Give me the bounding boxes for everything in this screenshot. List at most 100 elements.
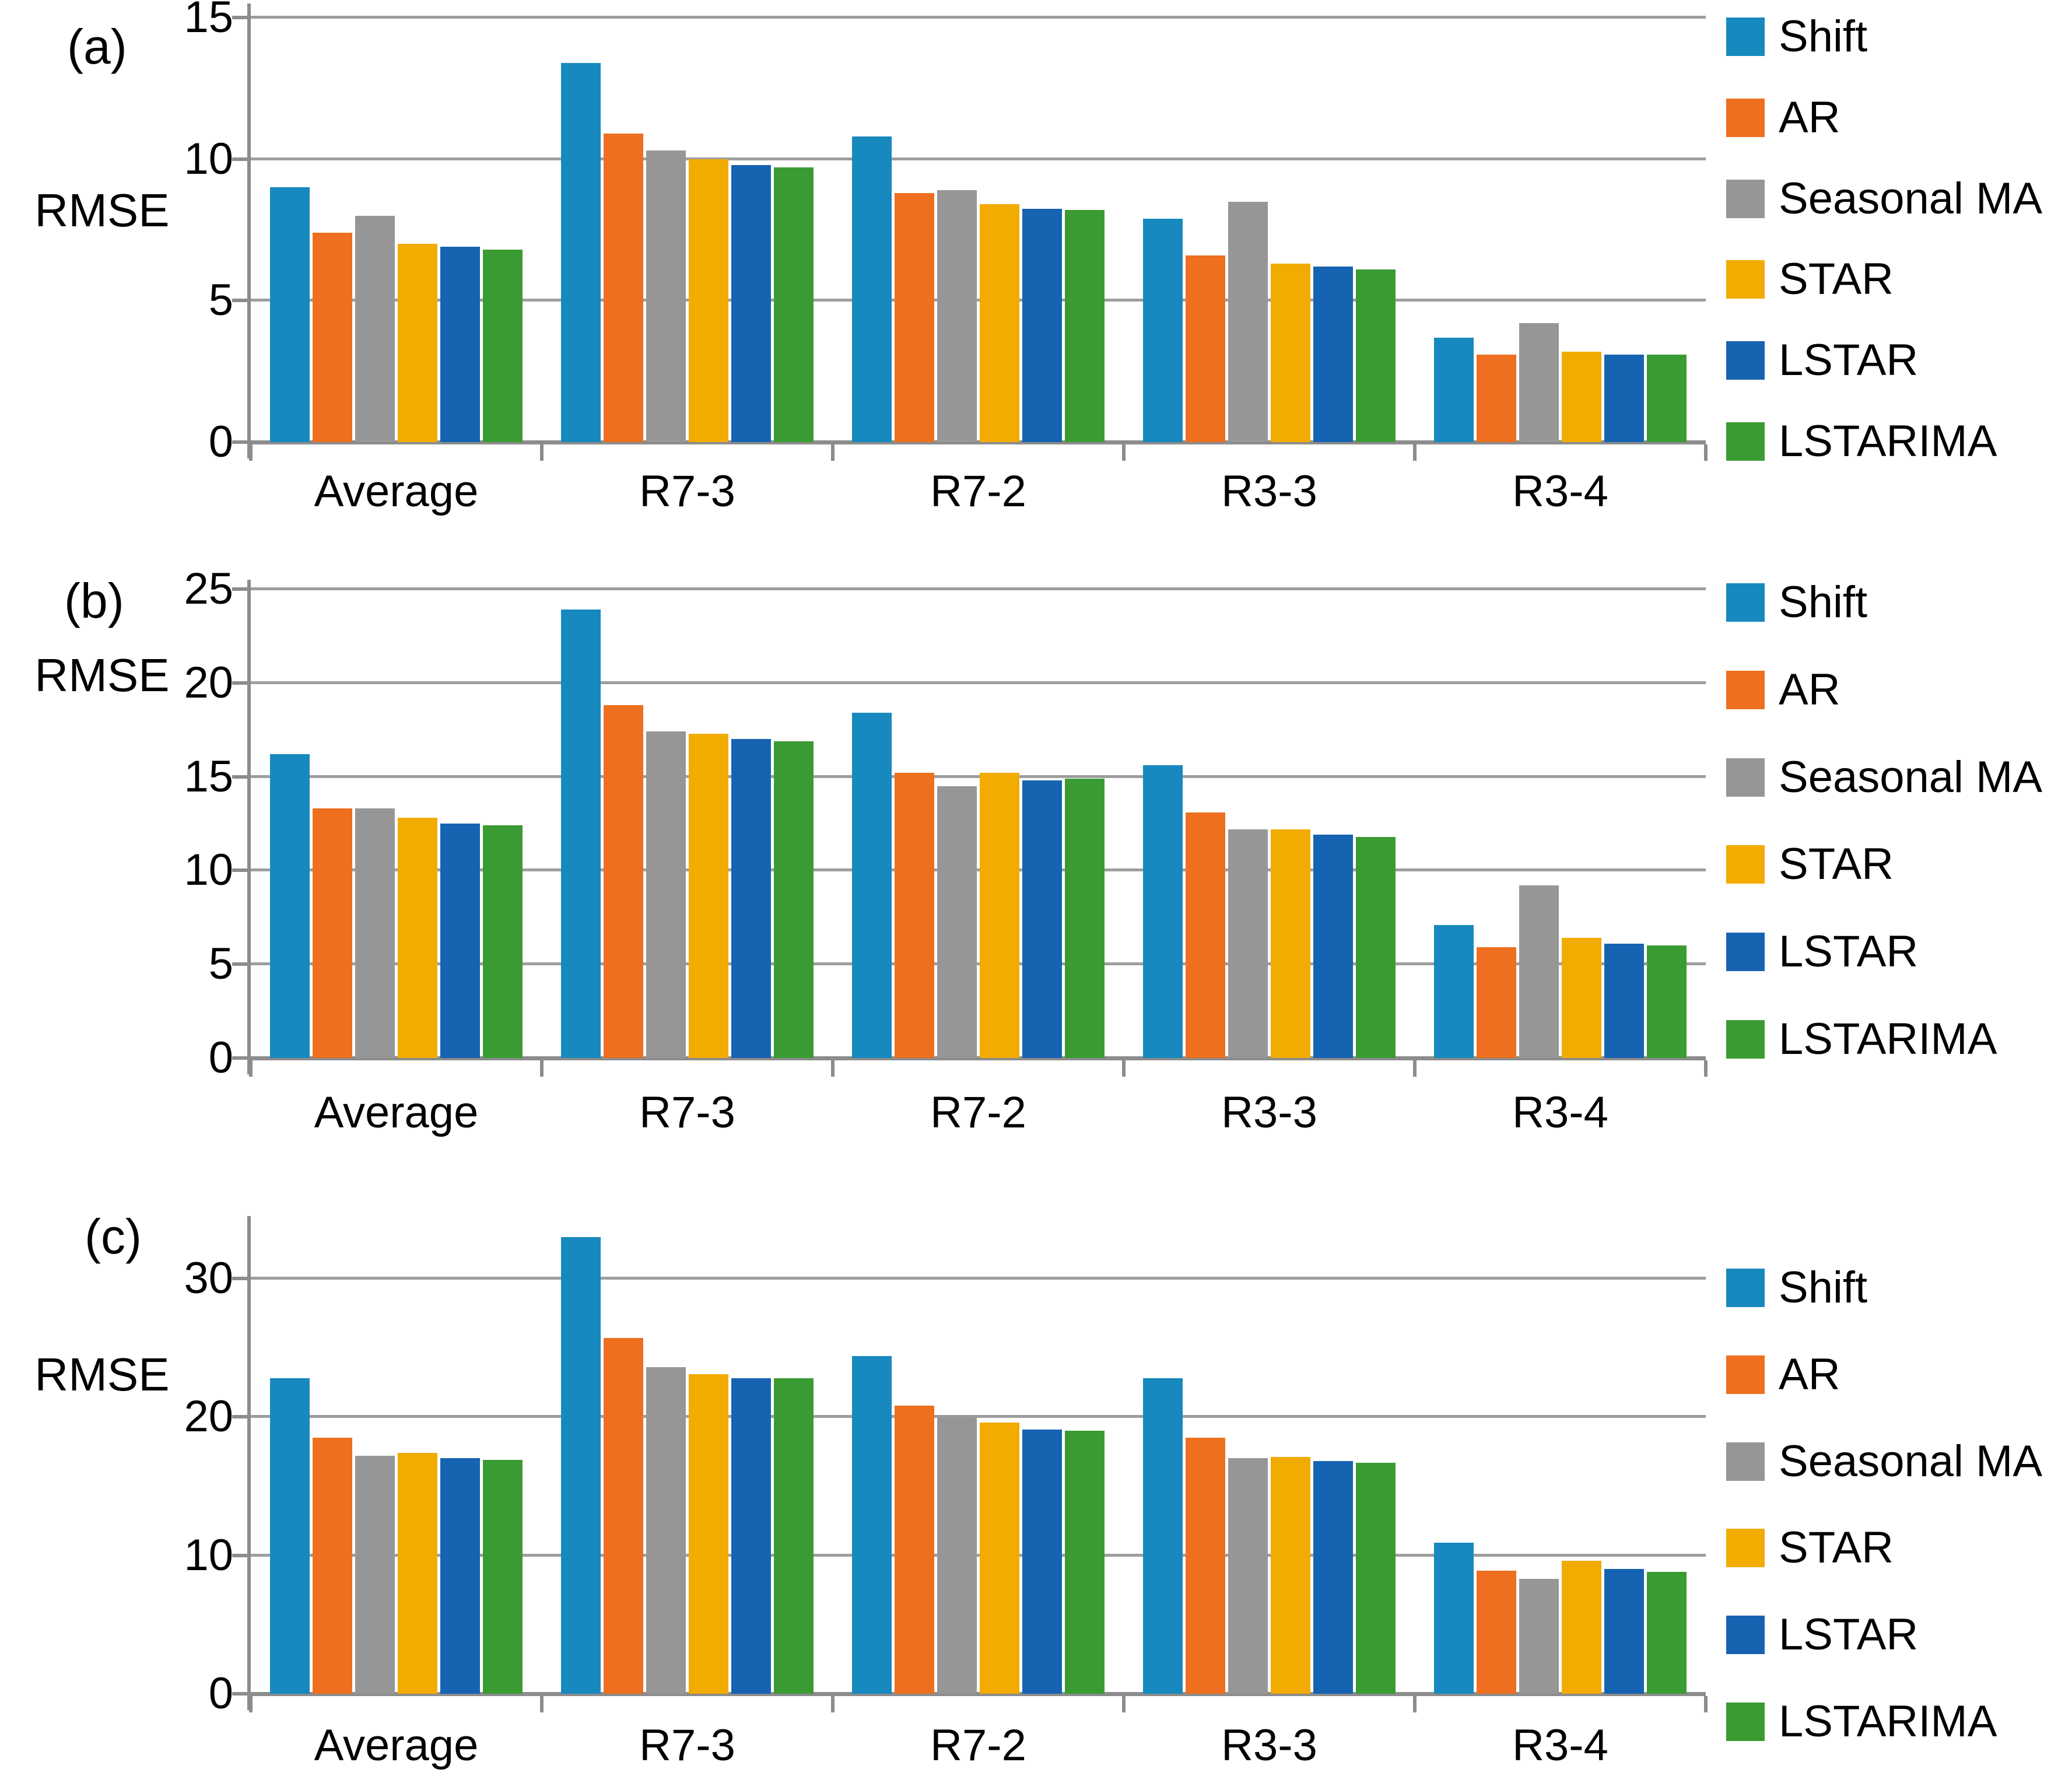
- bar-group-r3-4: [1415, 1216, 1706, 1694]
- y-tickmark-20: [232, 1415, 247, 1419]
- y-tick-label-0: 0: [208, 417, 233, 467]
- bar-lstarima-r7-3: [774, 167, 814, 442]
- bar-lstarima-r7-3: [774, 741, 814, 1058]
- bar-seasonal-ma-r3-4: [1519, 323, 1559, 442]
- legend-label-lstar: LSTAR: [1779, 1610, 1919, 1660]
- x-axis-line: [247, 1692, 1706, 1696]
- x-category-label-r3-4: R3-4: [1512, 467, 1608, 516]
- legend-swatch-star: [1726, 845, 1765, 884]
- bar-shift-average: [270, 187, 310, 442]
- bar-shift-average: [270, 1378, 310, 1694]
- x-tickmark-1: [540, 444, 544, 461]
- bar-seasonal-ma-r3-4: [1519, 1578, 1559, 1694]
- y-tick-label-5: 5: [208, 939, 233, 989]
- bar-lstarima-r7-2: [1065, 778, 1105, 1058]
- bar-star-r7-2: [980, 204, 1019, 442]
- legend-swatch-ar: [1726, 98, 1765, 137]
- panel-a-y-axis-title: RMSE: [34, 184, 170, 236]
- legend-item-seasonal-ma: Seasonal MA: [1726, 1437, 2070, 1487]
- bar-ar-r3-3: [1186, 255, 1225, 442]
- legend-swatch-shift: [1726, 17, 1765, 56]
- panel-b-legend: Shift AR Seasonal MA STAR LSTAR LSTARIMA: [1726, 577, 2070, 1064]
- gridline-y-15: [251, 775, 1706, 778]
- y-axis-line: [247, 3, 251, 458]
- bar-star-r7-2: [980, 773, 1019, 1058]
- y-tick-label-15: 15: [184, 751, 233, 801]
- bar-shift-r7-3: [561, 62, 601, 442]
- panel-b-y-axis-title: RMSE: [34, 649, 170, 701]
- x-category-label-average: Average: [314, 1088, 479, 1137]
- bar-lstar-r7-3: [731, 739, 771, 1058]
- panel-c: (c) RMSE Average R7-3 R7-2 R3-3 R3-4 Shift AR…: [0, 1155, 2072, 1790]
- y-tick-label-20: 20: [184, 1392, 233, 1442]
- bar-seasonal-ma-average: [355, 808, 395, 1058]
- bar-lstarima-average: [483, 1459, 523, 1694]
- x-category-label-r7-3: R7-3: [639, 1721, 735, 1770]
- bar-lstarima-average: [483, 825, 523, 1058]
- x-tickmark-5: [1704, 1060, 1708, 1077]
- y-tick-label-5: 5: [208, 275, 233, 325]
- bar-group-r3-4: [1415, 3, 1706, 442]
- legend-swatch-ar: [1726, 1355, 1765, 1394]
- legend-swatch-shift: [1726, 1269, 1765, 1307]
- gridline-y-25: [251, 587, 1706, 591]
- bar-star-r3-3: [1271, 1457, 1310, 1694]
- gridline-y-5: [251, 962, 1706, 966]
- legend-swatch-lstarima: [1726, 1702, 1765, 1741]
- panel-c-label: (c): [85, 1209, 142, 1264]
- legend-swatch-lstarima: [1726, 1020, 1765, 1059]
- legend-label-lstarima: LSTARIMA: [1779, 416, 1997, 466]
- x-category-label-r3-4: R3-4: [1512, 1721, 1608, 1770]
- y-tickmark-0: [232, 440, 247, 444]
- legend-item-seasonal-ma: Seasonal MA: [1726, 174, 2070, 224]
- legend-item-shift: Shift: [1726, 1263, 2070, 1313]
- legend-label-seasonal-ma: Seasonal MA: [1779, 173, 2043, 223]
- y-tickmark-15: [232, 16, 247, 20]
- bar-ar-r3-3: [1186, 812, 1225, 1058]
- legend-label-seasonal-ma: Seasonal MA: [1779, 752, 2043, 802]
- bar-lstarima-r3-4: [1647, 1572, 1687, 1694]
- bar-shift-r7-2: [852, 136, 892, 442]
- x-tickmark-3: [1122, 1060, 1126, 1077]
- panel-a-x-axis-labels: Average R7-3 R7-2 R3-3 R3-4: [251, 467, 1706, 517]
- bar-star-r3-3: [1271, 264, 1310, 442]
- y-tick-label-0: 0: [208, 1033, 233, 1083]
- panel-c-plot-area: [232, 1216, 1708, 1712]
- bar-seasonal-ma-r3-3: [1228, 1458, 1268, 1694]
- legend-label-star: STAR: [1779, 254, 1894, 304]
- legend-swatch-seasonal-ma: [1726, 179, 1765, 218]
- bar-star-average: [398, 1452, 437, 1694]
- x-category-label-r7-2: R7-2: [930, 1088, 1026, 1137]
- bar-lstar-r3-4: [1604, 1569, 1644, 1694]
- bar-star-r7-3: [689, 1374, 728, 1694]
- y-tickmark-25: [232, 587, 247, 591]
- x-tickmark-3: [1122, 444, 1126, 461]
- legend-item-lstarima: LSTARIMA: [1726, 1697, 2070, 1747]
- y-tickmark-5: [232, 299, 247, 303]
- bar-shift-r3-3: [1143, 765, 1183, 1058]
- bar-shift-r7-3: [561, 609, 601, 1058]
- bar-groups: [251, 3, 1706, 442]
- y-tickmark-10: [232, 157, 247, 161]
- y-tick-label-30: 30: [184, 1253, 233, 1303]
- bar-seasonal-ma-average: [355, 215, 395, 442]
- x-tickmark-1: [540, 1696, 544, 1712]
- bar-seasonal-ma-r7-3: [646, 1367, 686, 1694]
- panel-a-label: (a): [67, 19, 127, 74]
- x-category-label-r3-3: R3-3: [1221, 1721, 1317, 1770]
- bar-lstar-r3-3: [1313, 1461, 1353, 1694]
- x-tickmark-0: [249, 1060, 253, 1077]
- bar-shift-r7-2: [852, 713, 892, 1058]
- x-tickmark-0: [249, 444, 253, 461]
- bar-star-r7-3: [689, 159, 728, 442]
- bar-lstar-r7-2: [1022, 1429, 1062, 1694]
- bar-ar-r7-2: [895, 193, 934, 442]
- legend-swatch-shift: [1726, 583, 1765, 622]
- bar-shift-average: [270, 754, 310, 1058]
- panel-b-plot-area: [232, 580, 1708, 1077]
- y-axis-line: [247, 1216, 251, 1710]
- y-tick-label-10: 10: [184, 845, 233, 895]
- x-category-label-r3-3: R3-3: [1221, 1088, 1317, 1137]
- y-tickmark-0: [232, 1056, 247, 1060]
- y-tickmark-5: [232, 962, 247, 966]
